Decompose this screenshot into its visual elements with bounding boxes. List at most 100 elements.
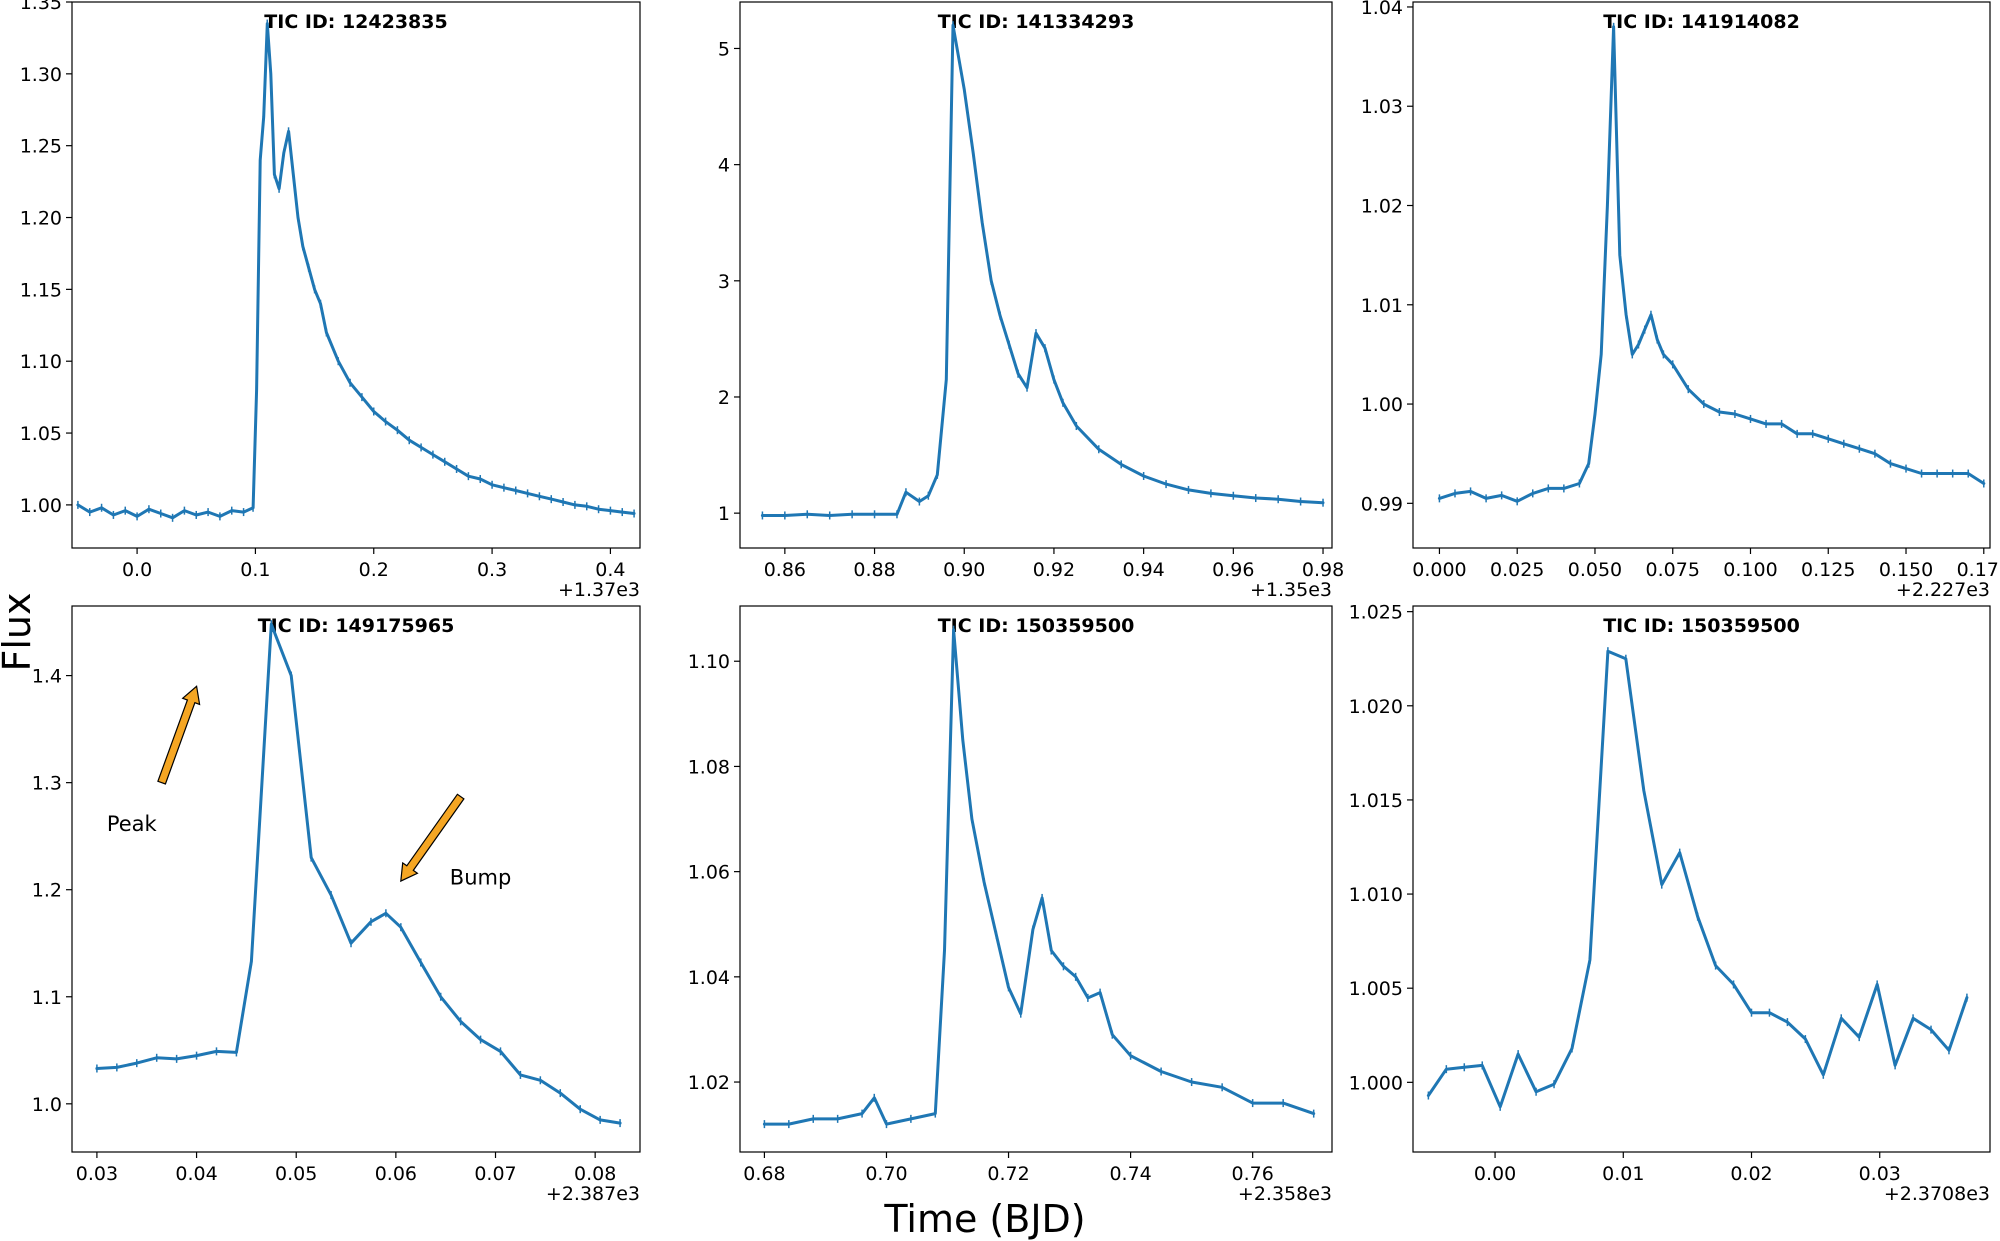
plot-frame: [71, 605, 641, 1153]
y-tick-label: 1.05: [20, 423, 62, 445]
x-tick-label: 0.07: [474, 1163, 516, 1185]
plot-frame: [1412, 1, 1991, 549]
x-tick-label: 0.05: [275, 1163, 317, 1185]
x-tick-label: 0.72: [987, 1163, 1029, 1185]
y-tick-label: 1.20: [20, 208, 62, 230]
subplot-1: 0.0 0.1 0.2 0.3 0.4 1.00 1.05 1.10 1.15 1.20 1.25 1…: [20, 0, 641, 601]
y-axis-label: Flux: [0, 593, 39, 672]
x-offset-label: +1.37e3: [558, 579, 640, 601]
y-tick-label: 1.00: [1361, 394, 1403, 416]
y-tick-label: 4: [718, 155, 730, 177]
plot-frame: [739, 605, 1333, 1153]
x-tick-label: 0.08: [574, 1163, 616, 1185]
x-tick-label: 0.125: [1801, 559, 1855, 581]
y-tick-label: 1.025: [1349, 602, 1403, 624]
subplot-6: 0.00 0.01 0.02 0.03 1.000 1.005 1.010 1.015 1.02…: [1349, 602, 1991, 1205]
x-tick-label: 0.88: [853, 559, 895, 581]
x-tick-label: 0.92: [1033, 559, 1075, 581]
x-tick-label: 0.98: [1302, 559, 1344, 581]
x-tick-label: 0.06: [375, 1163, 417, 1185]
y-tick-label: 1.03: [1361, 96, 1403, 118]
x-tick-label: 0.03: [76, 1163, 118, 1185]
panel-title: TIC ID: 12423835: [264, 11, 447, 33]
x-tick-label: 0.90: [943, 559, 985, 581]
y-tick-label: 1.30: [20, 64, 62, 86]
y-tick-label: 1.02: [1361, 196, 1403, 218]
annotation-bump: Bump: [450, 865, 512, 889]
x-tick-label: 0.4: [595, 559, 625, 581]
annotation-arrow: [400, 793, 465, 883]
y-tick-label: 1.06: [688, 862, 730, 884]
x-tick-label: 0.2: [359, 559, 389, 581]
x-offset-label: +1.35e3: [1250, 579, 1332, 601]
y-tick-label: 1.4: [32, 666, 62, 688]
y-tick-label: 1.08: [688, 756, 730, 778]
y-tick-label: 1.000: [1349, 1072, 1403, 1094]
x-tick-label: 0.3: [477, 559, 507, 581]
subplot-3: 0.000 0.025 0.050 0.075 0.100 0.125 0.150 0.175…: [1361, 0, 2000, 601]
y-tick-label: 1.3: [32, 773, 62, 795]
y-tick-label: 1.0: [32, 1094, 62, 1116]
panel-title: TIC ID: 150359500: [1603, 615, 1800, 637]
y-tick-label: 1.015: [1349, 790, 1403, 812]
y-tick-label: 1.15: [20, 279, 62, 301]
x-tick-label: 0.68: [743, 1163, 785, 1185]
x-tick-label: 0.70: [865, 1163, 907, 1185]
x-tick-label: 0.050: [1568, 559, 1622, 581]
panel-title: TIC ID: 141914082: [1603, 11, 1800, 33]
y-tick-label: 1.00: [20, 495, 62, 517]
series-line: [76, 22, 636, 520]
subplot-5: 0.68 0.70 0.72 0.74 0.76 1.02 1.04 1.06 1.08 1.10…: [688, 605, 1333, 1205]
x-tick-label: 0.86: [764, 559, 806, 581]
y-tick-label: 1.04: [1361, 0, 1403, 19]
x-axis-label: Time (BJD): [883, 1197, 1085, 1241]
y-tick-label: 1.25: [20, 136, 62, 158]
x-tick-label: 0.075: [1646, 559, 1700, 581]
y-tick-label: 1.005: [1349, 978, 1403, 1000]
subplot-2: 0.86 0.88 0.90 0.92 0.94 0.96 0.98 1 2 3 4 5 +1.35e3…: [718, 1, 1344, 601]
x-tick-label: 0.0: [122, 559, 152, 581]
x-tick-label: 0.03: [1859, 1163, 1901, 1185]
plot-frame: [1412, 605, 1991, 1153]
y-tick-label: 3: [718, 271, 730, 293]
x-tick-label: 0.100: [1723, 559, 1777, 581]
x-tick-label: 0.025: [1490, 559, 1544, 581]
series-line: [1437, 25, 1986, 503]
y-tick-label: 2: [718, 387, 730, 409]
x-offset-label: +2.387e3: [546, 1183, 640, 1205]
annotation-peak: Peak: [107, 812, 158, 836]
y-tick-label: 1.1: [32, 987, 62, 1009]
y-tick-label: 1.020: [1349, 696, 1403, 718]
x-tick-label: 0.01: [1602, 1163, 1644, 1185]
x-offset-label: +2.358e3: [1238, 1183, 1332, 1205]
x-tick-label: 0.00: [1474, 1163, 1516, 1185]
y-tick-label: 1.01: [1361, 295, 1403, 317]
x-tick-label: 0.94: [1122, 559, 1164, 581]
x-offset-label: +2.3708e3: [1884, 1183, 1990, 1205]
panel-title: TIC ID: 150359500: [938, 615, 1135, 637]
x-tick-label: 0.000: [1412, 559, 1466, 581]
y-tick-label: 1.04: [688, 967, 730, 989]
subplot-grid: 0.0 0.1 0.2 0.3 0.41.001.051.101.151.201.251…: [20, 0, 2000, 1205]
y-tick-label: 1.10: [688, 651, 730, 673]
x-tick-label: 0.150: [1879, 559, 1933, 581]
y-tick-label: 1.010: [1349, 884, 1403, 906]
x-tick-label: 0.76: [1232, 1163, 1274, 1185]
series-line: [762, 628, 1316, 1126]
annotation-arrow: [157, 685, 201, 785]
y-tick-label: 1.02: [688, 1072, 730, 1094]
x-tick-label: 0.04: [175, 1163, 217, 1185]
y-tick-label: 1: [718, 503, 730, 525]
plot-frame: [71, 1, 641, 549]
x-tick-label: 0.1: [240, 559, 270, 581]
x-tick-label: 0.96: [1212, 559, 1254, 581]
y-tick-label: 1.10: [20, 351, 62, 373]
x-tick-label: 0.175: [1957, 559, 2000, 581]
series-line: [1426, 649, 1969, 1109]
y-tick-label: 1.35: [20, 0, 62, 14]
plot-frame: [739, 1, 1333, 549]
x-tick-label: 0.74: [1109, 1163, 1151, 1185]
y-tick-label: 5: [718, 38, 730, 60]
panel-title: TIC ID: 149175965: [258, 615, 455, 637]
